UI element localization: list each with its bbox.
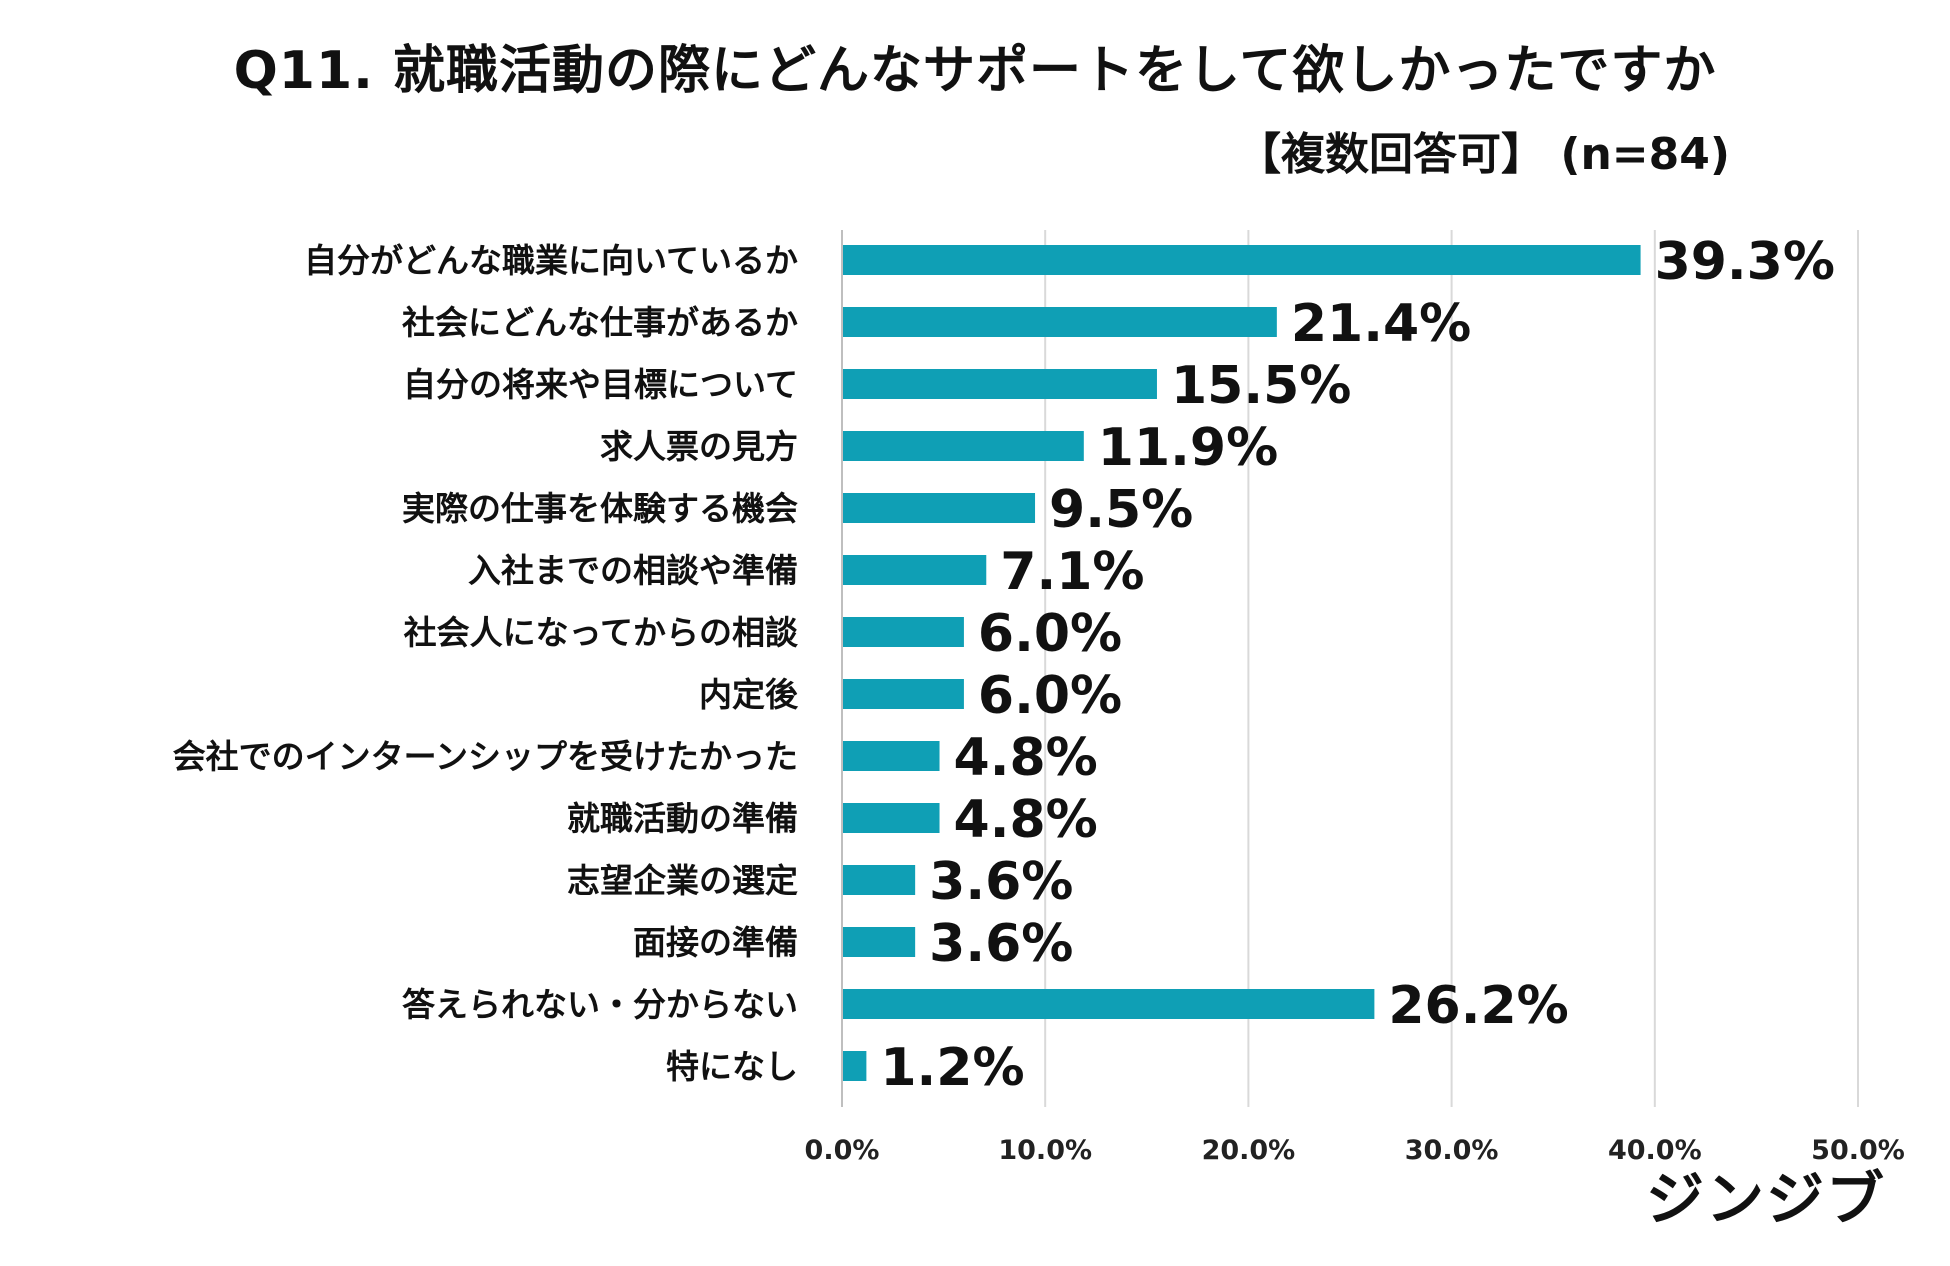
data-label: 26.2% [1388,976,1568,1036]
chart-subtitle: 【複数回答可】 (n=84) [1237,129,1730,180]
brand-logo: ジンジブ [1645,1165,1886,1233]
chart-title: Q11. 就職活動の際にどんなサポートをして欲しかったですか [233,41,1717,101]
category-label: 内定後 [699,675,799,714]
category-label: 自分の将来や目標について [403,365,798,404]
category-label: 面接の準備 [633,923,798,962]
data-label: 4.8% [954,790,1098,850]
category-label: 会社でのインターンシップを受けたかった [173,737,798,776]
x-tick-label: 20.0% [1202,1135,1296,1166]
data-label: 7.1% [1000,542,1144,602]
data-label: 39.3% [1655,232,1835,292]
bar[interactable] [843,431,1084,461]
data-label: 3.6% [929,914,1073,974]
x-tick-label: 40.0% [1608,1135,1702,1166]
category-label: 特になし [666,1047,798,1086]
data-label: 11.9% [1098,418,1278,478]
data-label: 15.5% [1171,356,1351,416]
data-label: 6.0% [978,666,1122,726]
category-label: 入社までの相談や準備 [468,551,798,590]
bar[interactable] [843,555,987,585]
x-tick-label: 0.0% [805,1135,880,1166]
bar[interactable] [843,927,916,957]
bar[interactable] [843,493,1036,523]
bar[interactable] [843,741,940,771]
bar[interactable] [843,865,916,895]
data-label: 9.5% [1049,480,1193,540]
category-label: 求人票の見方 [600,427,798,466]
x-tick-label: 30.0% [1405,1135,1499,1166]
category-label: 就職活動の準備 [567,799,798,838]
bar[interactable] [843,803,940,833]
category-label: 社会にどんな仕事があるか [402,303,798,342]
category-label: 答えられない・分からない [402,985,798,1024]
x-tick-label: 50.0% [1811,1135,1905,1166]
data-label: 4.8% [954,728,1098,788]
bar[interactable] [843,617,964,647]
x-tick-label: 10.0% [998,1135,1092,1166]
category-label: 社会人になってからの相談 [404,613,799,652]
bar[interactable] [843,307,1277,337]
bar[interactable] [843,369,1157,399]
bar[interactable] [843,989,1375,1019]
bar[interactable] [843,245,1641,275]
data-label: 21.4% [1291,294,1471,354]
bar[interactable] [843,1051,867,1081]
data-label: 6.0% [978,604,1122,664]
data-label: 3.6% [929,852,1073,912]
category-label: 実際の仕事を体験する機会 [402,489,798,528]
bar[interactable] [843,679,964,709]
category-label: 自分がどんな職業に向いているか [304,241,798,280]
data-label: 1.2% [880,1038,1024,1098]
category-label: 志望企業の選定 [567,861,798,900]
